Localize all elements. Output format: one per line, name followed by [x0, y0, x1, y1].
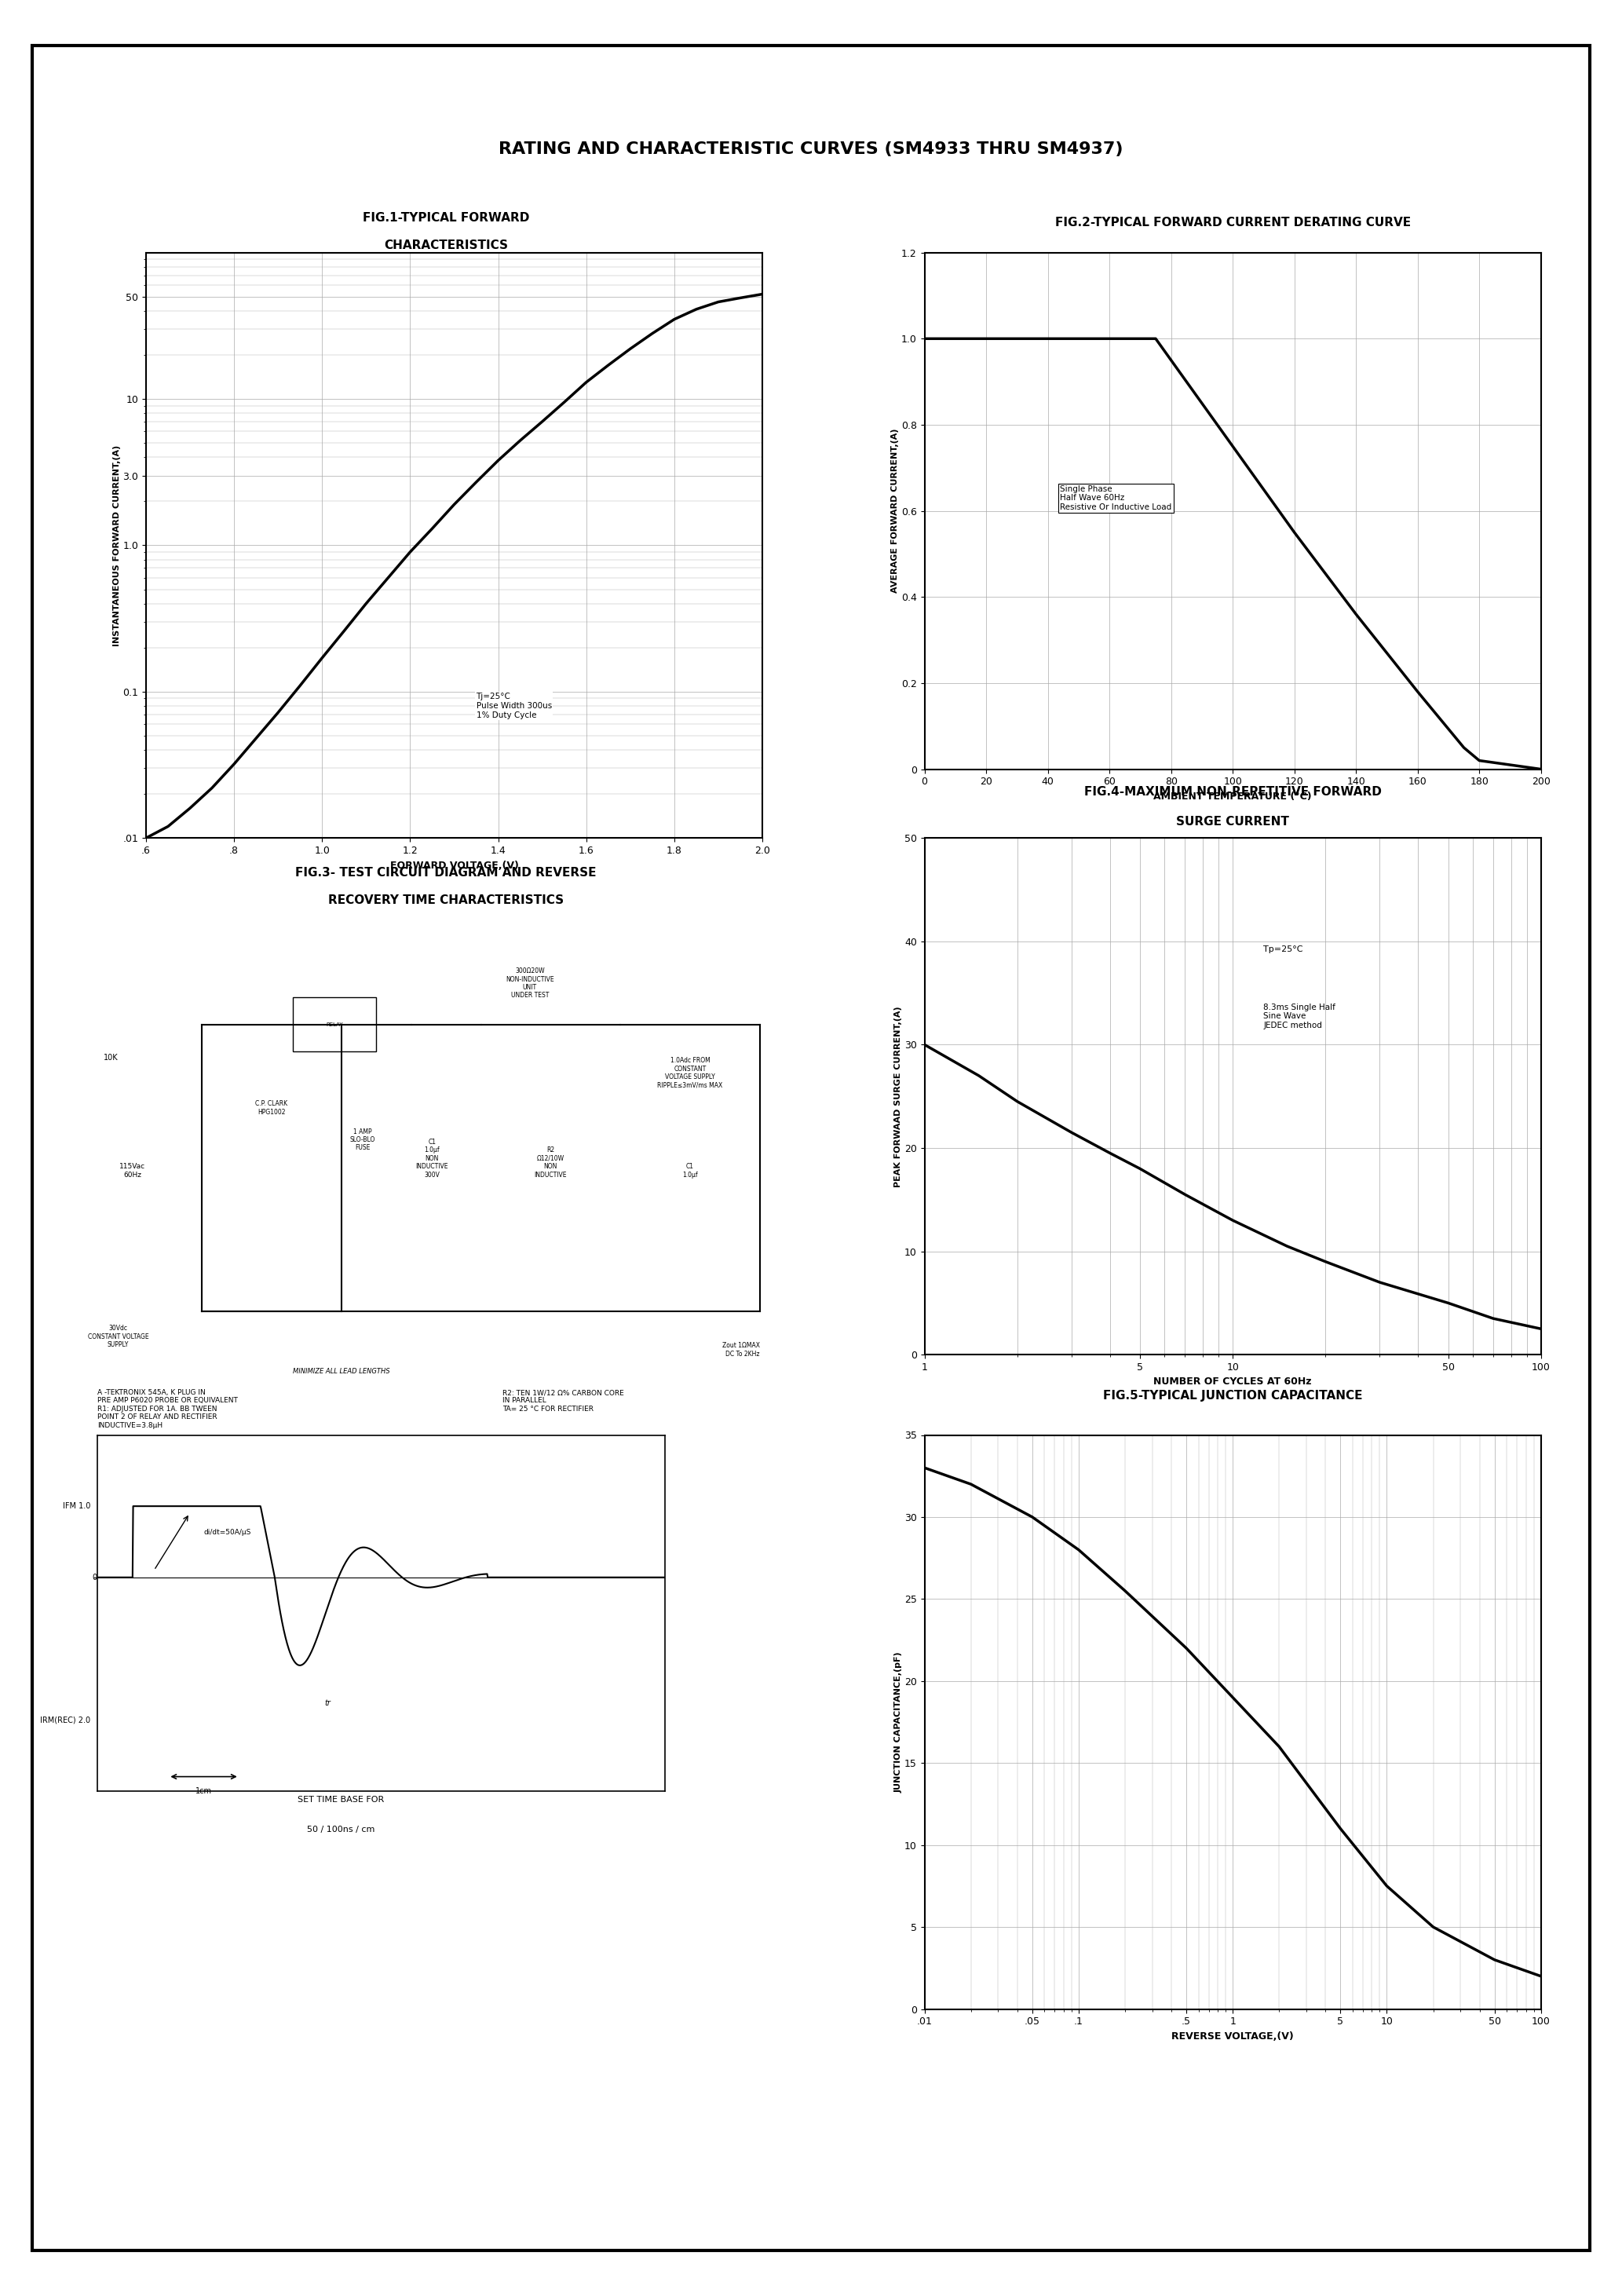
Text: IFM 1.0: IFM 1.0: [63, 1502, 91, 1511]
Y-axis label: JUNCTION CAPACITANCE,(pF): JUNCTION CAPACITANCE,(pF): [894, 1651, 902, 1793]
Y-axis label: INSTANTANEOUS FORWARD CURRENT,(A): INSTANTANEOUS FORWARD CURRENT,(A): [112, 445, 120, 645]
Text: MINIMIZE ALL LEAD LENGTHS: MINIMIZE ALL LEAD LENGTHS: [294, 1368, 389, 1375]
Text: R2: TEN 1W/12 Ω% CARBON CORE
IN PARALLEL
TA= 25 °C FOR RECTIFIER: R2: TEN 1W/12 Ω% CARBON CORE IN PARALLEL…: [503, 1389, 624, 1412]
Text: 0: 0: [92, 1573, 97, 1582]
Text: C1
1.0μf
NON
INDUCTIVE
300V: C1 1.0μf NON INDUCTIVE 300V: [415, 1139, 448, 1178]
Text: 1cm: 1cm: [196, 1786, 212, 1795]
Text: di/dt=50A/μS: di/dt=50A/μS: [204, 1529, 251, 1536]
Text: RATING AND CHARACTERISTIC CURVES (SM4933 THRU SM4937): RATING AND CHARACTERISTIC CURVES (SM4933…: [498, 142, 1124, 156]
Text: IRM(REC) 2.0: IRM(REC) 2.0: [41, 1715, 91, 1724]
Text: C.P. CLARK
HPG1002: C.P. CLARK HPG1002: [256, 1100, 287, 1116]
Text: 1 AMP
SLO-BLO
FUSE: 1 AMP SLO-BLO FUSE: [350, 1127, 375, 1150]
Text: Tp=25°C: Tp=25°C: [1264, 946, 1302, 953]
Text: FIG.1-TYPICAL FORWARD: FIG.1-TYPICAL FORWARD: [363, 211, 529, 225]
Y-axis label: PEAK FORWAAD SURGE CURRENT,(A): PEAK FORWAAD SURGE CURRENT,(A): [894, 1006, 902, 1187]
Text: SET TIME BASE FOR: SET TIME BASE FOR: [297, 1795, 384, 1802]
Text: FIG.2-TYPICAL FORWARD CURRENT DERATING CURVE: FIG.2-TYPICAL FORWARD CURRENT DERATING C…: [1054, 216, 1411, 230]
Text: CHARACTERISTICS: CHARACTERISTICS: [384, 239, 508, 253]
X-axis label: NUMBER OF CYCLES AT 60Hz: NUMBER OF CYCLES AT 60Hz: [1153, 1378, 1312, 1387]
Text: Zout 1ΩMAX
DC To 2KHz: Zout 1ΩMAX DC To 2KHz: [722, 1343, 761, 1357]
Text: RELAY: RELAY: [326, 1022, 342, 1026]
Text: 50 / 100ns / cm: 50 / 100ns / cm: [307, 1825, 375, 1832]
X-axis label: AMBIENT TEMPERATURE (°C): AMBIENT TEMPERATURE (°C): [1153, 792, 1312, 801]
Text: FIG.5-TYPICAL JUNCTION CAPACITANCE: FIG.5-TYPICAL JUNCTION CAPACITANCE: [1103, 1389, 1362, 1403]
Text: SURGE CURRENT: SURGE CURRENT: [1176, 815, 1289, 829]
Bar: [292, 996, 376, 1052]
Text: 8.3ms Single Half
Sine Wave
JEDEC method: 8.3ms Single Half Sine Wave JEDEC method: [1264, 1003, 1335, 1029]
X-axis label: FORWARD VOLTAGE,(V): FORWARD VOLTAGE,(V): [389, 861, 519, 870]
Text: C1
1.0μf: C1 1.0μf: [683, 1164, 697, 1178]
Text: Single Phase
Half Wave 60Hz
Resistive Or Inductive Load: Single Phase Half Wave 60Hz Resistive Or…: [1061, 484, 1171, 512]
Text: 300Ω20W
NON-INDUCTIVE
UNIT
UNDER TEST: 300Ω20W NON-INDUCTIVE UNIT UNDER TEST: [506, 967, 555, 999]
Text: RECOVERY TIME CHARACTERISTICS: RECOVERY TIME CHARACTERISTICS: [328, 893, 564, 907]
Text: A -TEKTRONIX 545A, K PLUG IN
PRE AMP P6020 PROBE OR EQUIVALENT
R1: ADJUSTED FOR : A -TEKTRONIX 545A, K PLUG IN PRE AMP P60…: [97, 1389, 238, 1428]
Text: 10K: 10K: [104, 1054, 118, 1061]
Text: 30Vdc
CONSTANT VOLTAGE
SUPPLY: 30Vdc CONSTANT VOLTAGE SUPPLY: [88, 1325, 149, 1348]
Text: R2
Ω12/10W
NON
INDUCTIVE: R2 Ω12/10W NON INDUCTIVE: [534, 1146, 568, 1178]
Text: FIG.4-MAXIMUM NON-REPETITIVE FORWARD: FIG.4-MAXIMUM NON-REPETITIVE FORWARD: [1083, 785, 1382, 799]
Text: Tj=25°C
Pulse Width 300us
1% Duty Cycle: Tj=25°C Pulse Width 300us 1% Duty Cycle: [477, 693, 551, 719]
Text: 1.0Adc FROM
CONSTANT
VOLTAGE SUPPLY
RIPPLE≤3mV/ms MAX: 1.0Adc FROM CONSTANT VOLTAGE SUPPLY RIPP…: [657, 1056, 723, 1088]
Y-axis label: AVERAGE FORWARD CURRENT,(A): AVERAGE FORWARD CURRENT,(A): [890, 429, 899, 592]
X-axis label: REVERSE VOLTAGE,(V): REVERSE VOLTAGE,(V): [1171, 2032, 1294, 2041]
Text: FIG.3- TEST CIRCUIT DIAGRAM AND REVERSE: FIG.3- TEST CIRCUIT DIAGRAM AND REVERSE: [295, 866, 597, 879]
Text: tr: tr: [324, 1699, 331, 1706]
Text: 115Vac
60Hz: 115Vac 60Hz: [118, 1164, 146, 1178]
